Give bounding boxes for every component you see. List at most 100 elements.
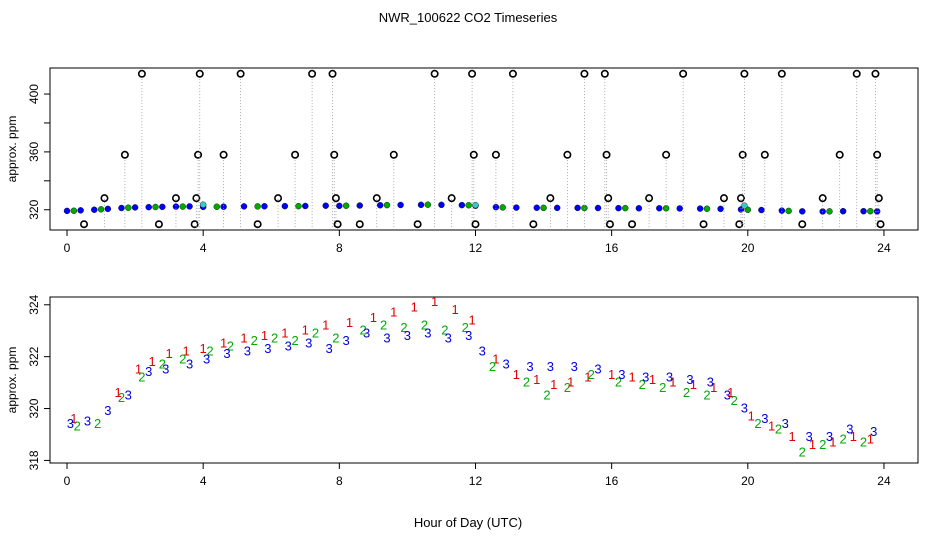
data-point-sample-green <box>342 202 350 209</box>
data-point-level-2: 2 <box>360 323 367 338</box>
data-point-level-1: 1 <box>346 315 353 330</box>
data-point-sample-blue <box>492 203 500 211</box>
data-point-level-2: 2 <box>564 380 571 395</box>
calibration-point <box>469 150 478 159</box>
data-point-level-2: 2 <box>291 333 298 348</box>
data-point-level-1: 1 <box>727 385 734 400</box>
top-y-tick-label: 400 <box>27 84 41 104</box>
data-point-level-3: 3 <box>145 364 152 379</box>
data-point-sample-blue <box>172 203 180 210</box>
calibration-point <box>308 69 317 78</box>
top-marks <box>63 69 885 229</box>
data-point-level-1: 1 <box>370 310 377 325</box>
data-point-level-1: 1 <box>850 429 857 444</box>
data-point-sample-blue <box>717 205 724 213</box>
data-point-level-1: 1 <box>768 419 775 434</box>
data-point-sample-blue <box>131 204 139 211</box>
calibration-point <box>331 194 340 203</box>
data-point-level-2: 2 <box>703 388 710 403</box>
data-point-level-3: 3 <box>305 336 312 351</box>
calibration-point <box>355 220 364 229</box>
data-point-level-1: 1 <box>281 325 288 340</box>
data-point-sample-green <box>254 203 261 210</box>
top-axes: 0 4 8 12 16 20 24 320 360 400 <box>27 84 891 255</box>
figure-title: NWR_100622 CO2 Timeseries <box>379 10 558 25</box>
data-point-sample-green <box>867 207 874 215</box>
data-point-sample-blue <box>322 202 329 209</box>
bottom-y-axis-label: approx. ppm <box>5 347 19 414</box>
data-point-sample-blue <box>104 205 112 213</box>
data-point-level-1: 1 <box>183 343 190 358</box>
data-point-level-2: 2 <box>206 343 213 358</box>
data-point-sample-green <box>622 204 629 212</box>
data-point-level-3: 3 <box>404 328 411 343</box>
calibration-point <box>873 150 882 159</box>
data-point-level-3: 3 <box>547 359 554 374</box>
data-point-level-3: 3 <box>84 414 91 429</box>
bottom-y-tick-label: 324 <box>27 294 41 314</box>
data-point-level-1: 1 <box>809 437 816 452</box>
calibration-point <box>760 150 769 159</box>
data-point-level-1: 1 <box>431 294 438 309</box>
data-point-level-1: 1 <box>166 346 173 361</box>
data-point-cal-cyan <box>199 201 207 208</box>
data-point-sample-blue <box>77 207 84 214</box>
data-point-level-3: 3 <box>503 356 510 371</box>
calibration-point <box>328 69 337 78</box>
data-point-level-2: 2 <box>659 380 666 395</box>
calibration-point <box>190 220 199 229</box>
calibration-point <box>852 69 861 78</box>
calibration-point <box>604 194 613 203</box>
data-point-level-2: 2 <box>271 331 278 346</box>
data-point-level-1: 1 <box>302 323 309 338</box>
data-point-level-1: 1 <box>220 336 227 351</box>
data-point-level-3: 3 <box>826 429 833 444</box>
data-point-level-1: 1 <box>240 331 247 346</box>
data-point-level-3: 3 <box>244 343 251 358</box>
data-point-level-2: 2 <box>179 351 186 366</box>
data-point-sample-blue <box>533 204 540 211</box>
calibration-point <box>274 194 283 203</box>
data-point-sample-blue <box>860 207 867 215</box>
data-point-level-1: 1 <box>200 341 207 356</box>
data-point-level-2: 2 <box>819 437 826 452</box>
data-point-level-3: 3 <box>465 328 472 343</box>
top-x-tick-label: 12 <box>469 241 483 255</box>
data-point-sample-blue <box>799 208 806 215</box>
data-point-sample-blue <box>302 202 309 210</box>
data-point-level-1: 1 <box>649 372 656 387</box>
data-point-level-3: 3 <box>782 416 789 431</box>
bottom-x-tick-label: 16 <box>605 474 619 488</box>
data-point-level-1: 1 <box>261 328 268 343</box>
calibration-point <box>602 150 611 159</box>
data-point-level-2: 2 <box>731 393 738 408</box>
data-point-level-3: 3 <box>805 429 812 444</box>
calibration-point <box>447 194 456 203</box>
data-point-level-2: 2 <box>543 388 550 403</box>
data-point-level-1: 1 <box>584 369 591 384</box>
data-point-level-2: 2 <box>775 421 782 436</box>
calibration-point <box>333 220 342 229</box>
data-point-level-3: 3 <box>326 341 333 356</box>
data-point-sample-blue <box>336 202 343 210</box>
data-point-level-3: 3 <box>363 325 370 340</box>
data-point-level-2: 2 <box>523 375 530 390</box>
data-point-cal-cyan <box>472 201 479 209</box>
calibration-point <box>563 150 572 159</box>
data-point-sample-blue <box>574 204 581 212</box>
data-point-sample-blue <box>758 206 765 214</box>
data-point-level-1: 1 <box>149 354 156 369</box>
data-point-sample-blue <box>356 202 363 209</box>
data-point-sample-blue <box>397 201 404 209</box>
data-point-sample-green <box>703 205 711 212</box>
top-x-tick-label: 16 <box>605 241 619 255</box>
calibration-point <box>195 69 204 78</box>
data-point-sample-blue <box>458 201 466 209</box>
calibration-point <box>662 150 671 159</box>
data-point-level-1: 1 <box>550 377 557 392</box>
calibration-point <box>236 69 245 78</box>
data-point-level-2: 2 <box>615 375 622 390</box>
calibration-point <box>508 69 517 78</box>
data-point-level-1: 1 <box>867 432 874 447</box>
